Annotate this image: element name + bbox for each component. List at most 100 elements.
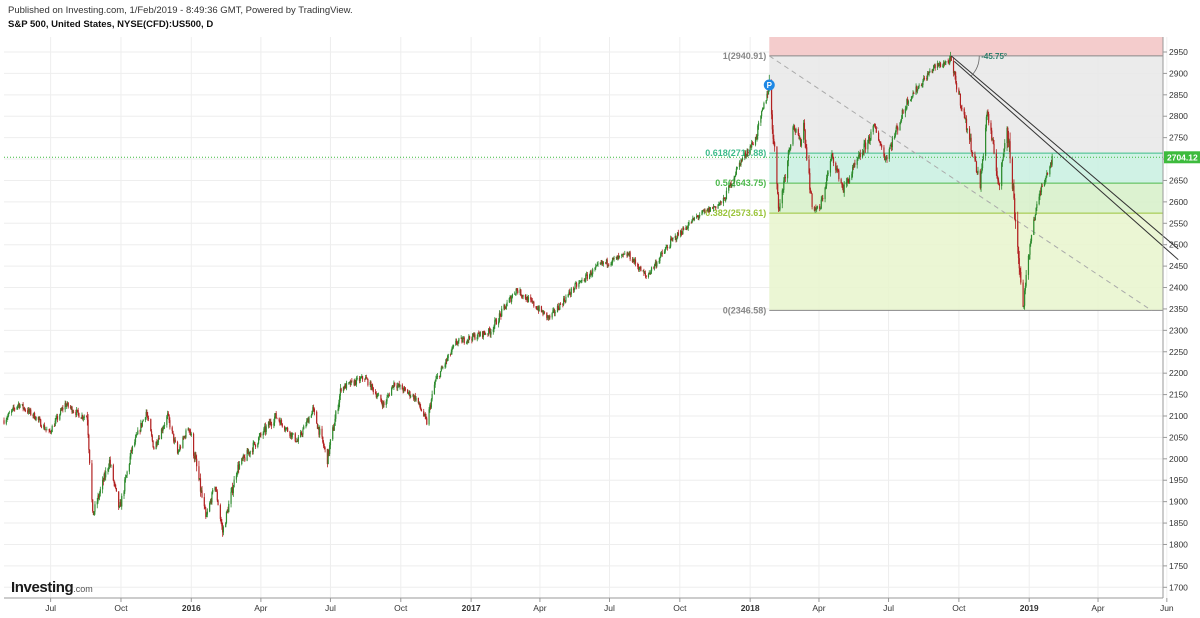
candle-body [215, 489, 218, 492]
candle-body [1050, 162, 1052, 165]
price-tick-label: 2850 [1169, 90, 1188, 100]
candle-body [24, 407, 26, 411]
candle-body [927, 73, 929, 75]
candle-body [413, 395, 416, 400]
candle-body [200, 490, 202, 492]
candle-body [899, 122, 901, 131]
candle-body [741, 159, 743, 161]
candle-body [270, 424, 273, 426]
candle-body [891, 138, 893, 148]
time-tick-label: Oct [952, 603, 966, 613]
candle-body [857, 158, 859, 160]
candle-body [328, 449, 330, 455]
candle-body [781, 190, 783, 204]
candle-body [302, 429, 304, 435]
candle-body [537, 308, 539, 312]
candle-body [108, 459, 111, 468]
candle-body [254, 442, 256, 445]
candle-body [669, 246, 671, 249]
candle-body [692, 217, 694, 220]
candle-body [894, 136, 896, 139]
candle-body [600, 262, 602, 264]
candle-body [212, 489, 214, 493]
candle-body [931, 70, 933, 72]
candle-body [221, 522, 223, 527]
candle-body [901, 109, 903, 119]
candle-body [126, 471, 128, 476]
candle-body [666, 246, 668, 248]
candle-body [280, 420, 283, 424]
candle-body [1030, 241, 1032, 245]
candle-body [536, 308, 538, 310]
price-tick-label: 2100 [1169, 411, 1188, 421]
candle-body [201, 490, 203, 498]
candle-body [455, 340, 457, 345]
candle-body [774, 142, 776, 147]
candle-body [417, 397, 419, 404]
candle-body [628, 252, 630, 256]
candle-body [907, 101, 910, 104]
price-tick-label: 2050 [1169, 432, 1188, 442]
angle-label: -45.75° [981, 52, 1007, 61]
candle-body [617, 255, 619, 260]
candle-body [1034, 214, 1036, 221]
candle-body [870, 131, 872, 140]
candle-body [264, 426, 266, 429]
candle-body [756, 135, 758, 139]
candle-body [776, 146, 778, 185]
candle-body [504, 306, 507, 309]
time-tick-label: Jul [45, 603, 56, 613]
candle-body [326, 449, 328, 465]
candle-body [194, 456, 196, 460]
candle-body [738, 162, 741, 167]
candle-body [171, 427, 173, 431]
candle-body [809, 172, 811, 190]
candle-body [654, 262, 656, 265]
candle-body [11, 408, 14, 411]
candle-body [585, 274, 587, 281]
candle-body [717, 204, 719, 209]
candle-body [377, 394, 379, 397]
candle-body [424, 413, 426, 417]
candle-body [546, 312, 548, 318]
candle-body [816, 208, 818, 210]
candle-body [490, 331, 492, 335]
candle-body [112, 465, 114, 481]
candle-body [982, 155, 984, 160]
candle-body [64, 403, 66, 410]
candle-body [960, 105, 962, 109]
candle-body [59, 414, 61, 420]
candle-body [300, 432, 302, 438]
candle-body [511, 294, 514, 298]
candle-body [114, 482, 116, 485]
candle-body [290, 432, 292, 437]
candle-body [808, 159, 810, 173]
candle-body [549, 316, 551, 318]
candle-body [926, 73, 929, 80]
candle-body [308, 417, 310, 423]
candle-body [1027, 255, 1030, 275]
candle-body [435, 378, 437, 382]
candle-body [1007, 127, 1009, 139]
candle-body [281, 423, 283, 427]
candle-body [467, 340, 469, 341]
candle-body [71, 406, 73, 413]
candle-body [3, 420, 5, 424]
candle-body [624, 253, 626, 255]
candle-body [131, 450, 133, 451]
candle-body [78, 413, 80, 418]
candle-body [142, 419, 144, 422]
candle-body [563, 298, 565, 305]
candle-body [69, 406, 72, 408]
candle-body [316, 411, 318, 424]
candle-body [332, 427, 335, 431]
candle-body [55, 417, 57, 421]
candle-body [380, 394, 382, 401]
candle-body [974, 154, 976, 160]
candle-body [313, 409, 315, 412]
candle-body [749, 146, 751, 154]
candle-body [958, 89, 960, 95]
candle-body [589, 274, 591, 279]
candle-body [40, 419, 42, 427]
